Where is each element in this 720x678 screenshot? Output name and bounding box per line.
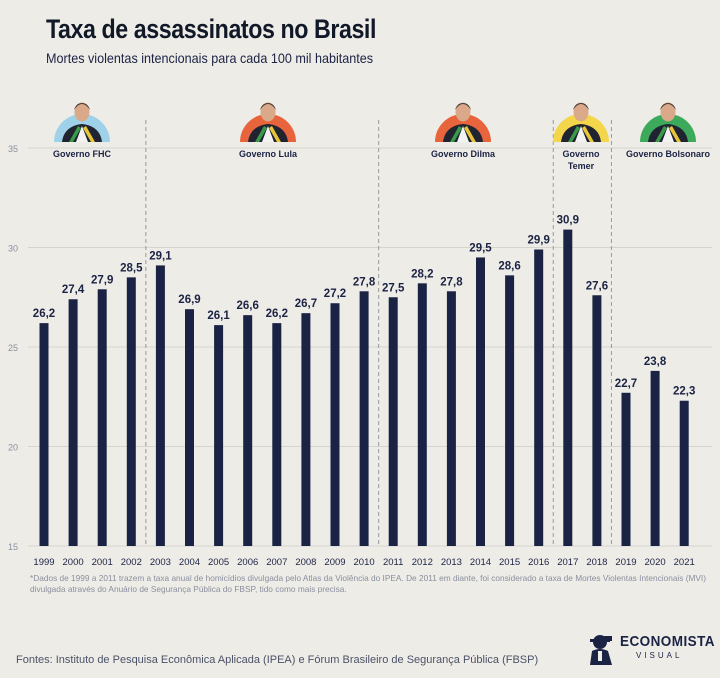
bar-value-label: 22,3 (673, 386, 695, 398)
x-tick-label: 2001 (92, 557, 113, 568)
bar (243, 315, 253, 546)
bar (39, 323, 49, 546)
economista-visual-logo-icon (590, 635, 612, 665)
government-label: Governo Lula (239, 149, 298, 159)
x-tick-label: 2009 (324, 557, 345, 568)
x-tick-label: 2017 (557, 557, 578, 568)
bar-value-label: 30,9 (557, 215, 579, 227)
x-tick-label: 2021 (674, 557, 695, 568)
y-tick-label: 15 (8, 542, 18, 552)
bar-value-label: 28,2 (411, 268, 433, 280)
x-tick-label: 2014 (470, 557, 491, 568)
bar-value-label: 27,5 (382, 282, 405, 294)
bar-value-label: 26,9 (178, 294, 200, 306)
y-tick-label: 25 (8, 343, 18, 353)
x-tick-label: 2003 (150, 557, 171, 568)
x-tick-label: 2004 (179, 557, 200, 568)
bar-value-label: 26,7 (295, 298, 317, 310)
bar-value-label: 29,9 (528, 234, 550, 246)
bar (214, 325, 224, 546)
bar (534, 249, 544, 547)
bar-value-label: 27,9 (91, 274, 113, 286)
x-tick-label: 2018 (586, 557, 607, 568)
y-tick-label: 20 (8, 443, 18, 453)
bar (301, 313, 311, 546)
x-tick-label: 2002 (121, 557, 142, 568)
x-tick-label: 2011 (383, 557, 403, 568)
brand-subtitle: VISUAL (636, 651, 683, 660)
bar (126, 277, 136, 546)
chart-subtitle: Mortes violentas intencionais para cada … (46, 50, 374, 66)
bar (185, 309, 194, 546)
government-label: Governo (562, 149, 600, 159)
bar-value-label: 27,2 (324, 288, 346, 300)
bar-value-label: 26,2 (33, 308, 55, 320)
brand-name: ECONOMISTA (620, 633, 716, 650)
bar-value-label: 27,8 (353, 276, 376, 288)
bar-value-label: 27,4 (62, 284, 85, 296)
bar (272, 323, 282, 546)
bar-value-label: 26,6 (237, 300, 259, 312)
x-tick-label: 2015 (499, 557, 520, 568)
government-label: Governo FHC (53, 149, 112, 159)
chart-title: Taxa de assassinatos no Brasil (46, 14, 376, 44)
bar (505, 275, 515, 546)
y-tick-label: 30 (8, 244, 18, 254)
government-label: Temer (568, 161, 595, 171)
y-tick-label: 35 (8, 144, 18, 154)
bar-value-label: 26,2 (266, 308, 288, 320)
x-tick-label: 2000 (63, 557, 84, 568)
x-tick-label: 1999 (33, 557, 54, 568)
portrait-temer-icon (561, 102, 601, 142)
x-tick-label: 2008 (295, 557, 316, 568)
x-tick-label: 2007 (266, 557, 287, 568)
bar-value-label: 27,8 (440, 276, 463, 288)
bar (679, 400, 689, 546)
bar-value-label: 27,6 (586, 280, 608, 292)
bar (446, 291, 456, 546)
footnote: *Dados de 1999 a 2011 trazem a taxa anua… (30, 573, 707, 594)
bar-value-label: 28,5 (120, 262, 143, 274)
bar (68, 299, 78, 546)
bar (592, 295, 602, 546)
x-tick-label: 2020 (645, 557, 666, 568)
x-tick-label: 2013 (441, 557, 462, 568)
x-tick-label: 2019 (615, 557, 636, 568)
bar (417, 283, 427, 546)
bar (359, 291, 369, 546)
x-tick-label: 2010 (354, 557, 375, 568)
bar-value-label: 26,1 (207, 310, 230, 322)
bar (621, 392, 631, 546)
x-tick-label: 2005 (208, 557, 229, 568)
sources-text: Fontes: Instituto de Pesquisa Econômica … (16, 654, 539, 666)
portrait-bolsonaro-icon (648, 102, 688, 142)
bar-value-label: 22,7 (615, 378, 637, 390)
portrait-fhc-icon (62, 102, 102, 142)
bar-value-label: 28,6 (498, 260, 520, 272)
portrait-lula-icon (248, 102, 288, 142)
bar (476, 257, 485, 546)
x-tick-label: 2012 (412, 557, 433, 568)
bar (155, 265, 165, 546)
government-label: Governo Bolsonaro (626, 149, 711, 159)
government-label: Governo Dilma (431, 149, 496, 159)
portrait-dilma-icon (443, 102, 483, 142)
bar (388, 297, 398, 546)
bar (330, 303, 340, 546)
bar (563, 229, 573, 546)
bar (650, 370, 660, 546)
bar-value-label: 29,1 (149, 250, 172, 262)
bar (97, 289, 107, 546)
x-tick-label: 2006 (237, 557, 258, 568)
brand-logo: ECONOMISTA VISUAL (586, 631, 715, 665)
x-tick-label: 2016 (528, 557, 549, 568)
bar-value-label: 23,8 (644, 356, 667, 368)
bar-value-label: 29,5 (469, 242, 492, 254)
